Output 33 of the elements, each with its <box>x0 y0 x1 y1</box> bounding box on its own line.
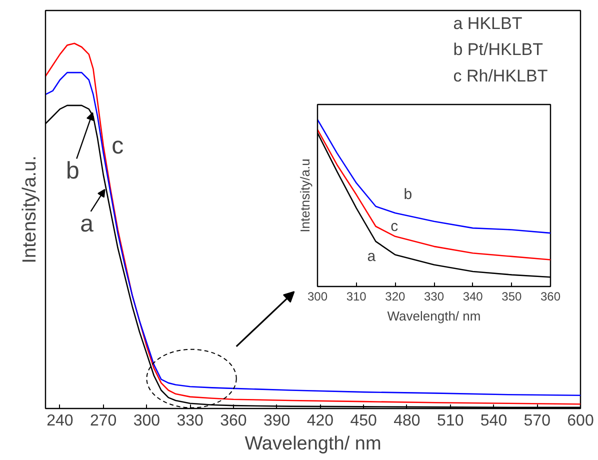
annotation: c Rh/HKLBT <box>453 66 548 86</box>
x-tick-label: 340 <box>462 290 484 304</box>
annotation: c <box>390 218 399 235</box>
annotation: b Pt/HKLBT <box>453 40 544 60</box>
x-tick-label: 350 <box>502 290 522 304</box>
x-tick-label: 330 <box>176 412 204 430</box>
x-tick-label: 310 <box>346 290 367 304</box>
x-tick-label: 390 <box>264 412 290 430</box>
x-tick-label: 330 <box>424 290 444 304</box>
x-tick-label: 360 <box>540 290 561 304</box>
x-tick-label: 540 <box>480 412 508 430</box>
annotation: b <box>404 186 412 204</box>
x-tick-label: 240 <box>46 412 74 430</box>
y-axis-title: Intensity/a.u. <box>20 156 40 264</box>
x-axis-title: Wavelength/ nm <box>387 308 481 324</box>
x-tick-label: 320 <box>385 290 406 304</box>
x-tick-label: 480 <box>394 412 420 430</box>
x-tick-label: 300 <box>133 412 160 430</box>
annotation: a <box>367 248 376 265</box>
annotation: a <box>80 210 94 238</box>
x-tick-label: 510 <box>437 412 464 430</box>
x-tick-label: 450 <box>350 412 378 430</box>
annotation: c <box>112 132 124 160</box>
text: a HKLBT <box>453 14 522 33</box>
x-tick-label: 300 <box>307 290 328 304</box>
x-tick-label: 420 <box>306 412 334 430</box>
y-axis-title: Intetnsity/a.u <box>298 158 312 232</box>
x-tick-label: 570 <box>524 412 551 430</box>
x-tick-label: 600 <box>567 412 594 430</box>
annotation: b <box>66 158 80 185</box>
x-tick-label: 360 <box>220 412 247 430</box>
x-tick-label: 270 <box>90 412 117 430</box>
x-axis-title: Wavelength/ nm <box>244 434 382 454</box>
